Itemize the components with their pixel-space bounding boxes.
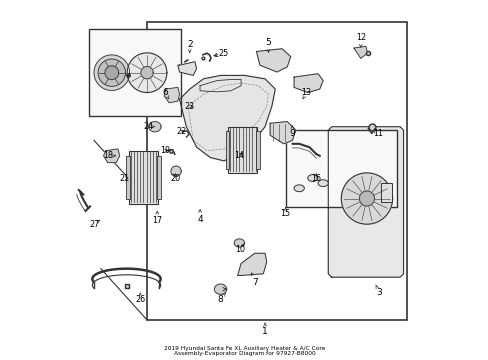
Text: 19: 19	[160, 146, 170, 155]
Text: 11: 11	[372, 129, 382, 138]
Bar	[225, 131, 228, 169]
Bar	[227, 127, 257, 173]
Text: 7: 7	[251, 278, 257, 287]
Text: 4: 4	[197, 215, 203, 224]
Bar	[256, 131, 259, 169]
Text: 2019 Hyundai Santa Fe XL Auxiliary Heater & A/C Core
Assembly-Evaporator Diagram: 2019 Hyundai Santa Fe XL Auxiliary Heate…	[163, 346, 325, 356]
Polygon shape	[341, 173, 392, 224]
Polygon shape	[179, 76, 275, 161]
Polygon shape	[127, 53, 166, 93]
Polygon shape	[237, 253, 266, 275]
Text: 3: 3	[376, 288, 382, 297]
Text: 15: 15	[280, 210, 290, 219]
Text: 24: 24	[142, 122, 153, 131]
Text: 22: 22	[176, 127, 186, 136]
Text: 18: 18	[102, 151, 112, 160]
Text: 27: 27	[89, 220, 99, 229]
Text: 2: 2	[186, 40, 192, 49]
Polygon shape	[293, 74, 323, 93]
Text: 21: 21	[120, 174, 130, 183]
Polygon shape	[171, 166, 181, 176]
Polygon shape	[103, 149, 120, 163]
Text: 23: 23	[184, 102, 194, 111]
Text: 12: 12	[355, 33, 365, 42]
Text: 26: 26	[135, 295, 145, 304]
Polygon shape	[94, 55, 129, 90]
Bar	[285, 130, 396, 207]
Text: 20: 20	[170, 174, 180, 183]
Polygon shape	[148, 122, 161, 132]
Text: 16: 16	[311, 174, 321, 183]
Text: 17: 17	[152, 216, 162, 225]
Text: 25: 25	[219, 49, 229, 58]
Polygon shape	[327, 127, 403, 277]
Polygon shape	[256, 49, 290, 72]
Bar	[147, 22, 406, 320]
Polygon shape	[105, 66, 119, 80]
Polygon shape	[178, 62, 196, 76]
Bar	[157, 156, 161, 199]
Polygon shape	[98, 59, 125, 86]
Ellipse shape	[307, 175, 317, 181]
Polygon shape	[359, 191, 374, 206]
Text: 9: 9	[289, 129, 295, 138]
Text: 8: 8	[217, 295, 223, 304]
Polygon shape	[214, 284, 226, 294]
Polygon shape	[164, 87, 179, 103]
Bar	[89, 29, 181, 117]
Text: 13: 13	[301, 88, 310, 97]
Polygon shape	[141, 67, 153, 79]
Text: 10: 10	[235, 246, 244, 254]
Bar	[381, 183, 391, 202]
Polygon shape	[234, 239, 244, 247]
Bar	[129, 151, 158, 204]
Text: 5: 5	[265, 39, 271, 48]
Bar	[126, 156, 129, 199]
Polygon shape	[353, 46, 367, 58]
Ellipse shape	[293, 185, 304, 192]
Ellipse shape	[317, 180, 327, 186]
Text: 14: 14	[234, 151, 244, 160]
Polygon shape	[269, 122, 295, 144]
Text: 6: 6	[162, 88, 168, 97]
Text: 1: 1	[262, 328, 267, 336]
